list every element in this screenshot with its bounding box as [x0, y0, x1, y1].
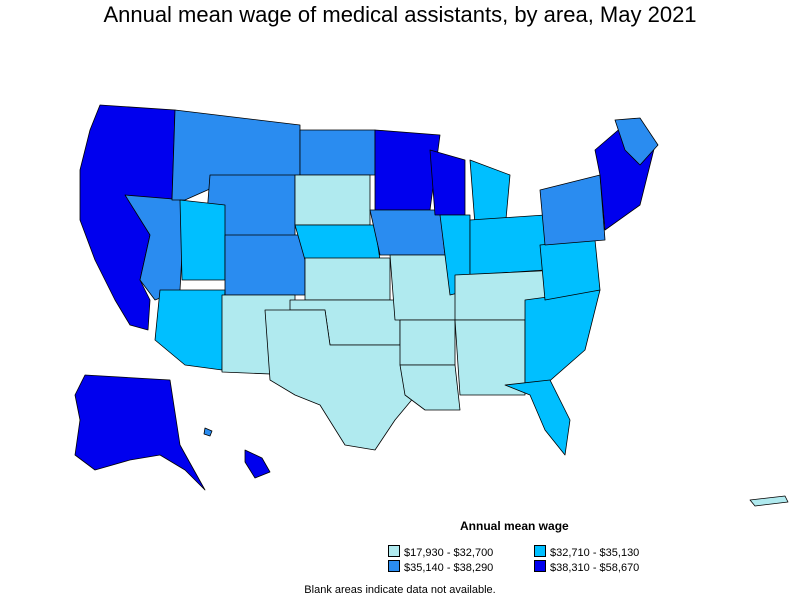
region-colorado	[224, 234, 306, 296]
region-alaska	[74, 374, 206, 491]
region-hawaii-small	[203, 427, 213, 437]
legend-swatch-2	[534, 545, 546, 557]
region-virginia	[539, 239, 601, 301]
region-minnesota	[374, 129, 441, 211]
map-title: Annual mean wage of medical assistants, …	[103, 2, 697, 27]
legend-swatch-3	[388, 560, 400, 572]
region-wisconsin	[429, 149, 466, 216]
region-hawaii	[244, 449, 271, 479]
region-puerto-rico	[749, 495, 789, 507]
region-nebraska	[294, 224, 381, 261]
footnote: Blank areas indicate data not available.	[304, 584, 496, 596]
legend-label-3: $35,140 - $38,290	[404, 562, 494, 574]
region-utah	[179, 199, 226, 281]
legend-swatch-4	[534, 560, 546, 572]
region-louisiana	[399, 364, 461, 411]
region-north-dakota	[299, 129, 376, 176]
region-kansas	[304, 257, 391, 301]
region-georgia-carolinas	[524, 289, 601, 386]
region-maine	[614, 117, 659, 166]
region-south-dakota	[294, 174, 371, 226]
legend-item-3: $35,140 - $38,290	[388, 560, 493, 574]
region-texas	[264, 309, 421, 451]
region-indiana-ohio	[469, 214, 546, 276]
legend-item-1: $17,930 - $32,700	[388, 545, 493, 559]
region-florida	[504, 379, 571, 456]
legend-label-4: $38,310 - $58,670	[550, 562, 640, 574]
legend-title: Annual mean wage	[460, 519, 569, 533]
region-iowa	[369, 209, 446, 256]
region-arkansas	[399, 319, 456, 366]
region-pennsylvania-ny	[539, 174, 606, 246]
region-arizona	[154, 289, 226, 371]
legend-item-4: $38,310 - $58,670	[534, 560, 639, 574]
legend-item-2: $32,710 - $35,130	[534, 545, 639, 559]
legend-swatch-1	[388, 545, 400, 557]
region-mississippi-alabama	[454, 319, 526, 396]
legend-label-1: $17,930 - $32,700	[404, 547, 494, 559]
legend-label-2: $32,710 - $35,130	[550, 547, 640, 559]
